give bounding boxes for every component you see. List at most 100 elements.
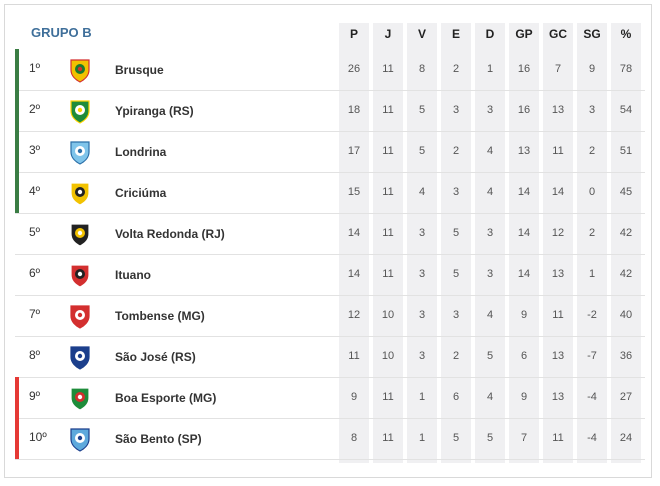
column-band-2	[407, 23, 437, 463]
zone-indicator	[15, 49, 19, 90]
stat-j: 11	[382, 391, 394, 403]
column-header-d[interactable]: D	[485, 27, 495, 41]
zone-indicator	[15, 131, 19, 172]
team-name[interactable]: São José (RS)	[115, 350, 196, 364]
stat-gc: 11	[552, 432, 564, 444]
stat-pct: 27	[619, 391, 633, 403]
column-header-gp[interactable]: GP	[515, 27, 533, 41]
team-name[interactable]: Volta Redonda (RJ)	[115, 227, 225, 241]
stat-j: 10	[381, 350, 395, 362]
stat-d: 5	[486, 350, 494, 362]
stat-p: 18	[347, 104, 361, 116]
position: 9º	[29, 389, 41, 403]
table-row[interactable]: 5º Volta Redonda (RJ) 14 11 3 5 3 14 12 2 42	[15, 213, 645, 255]
stat-v: 3	[418, 350, 426, 362]
stat-j: 11	[382, 268, 394, 280]
table-row[interactable]: 7º Tombense (MG) 12 10 3 3 4 9 11 -2 40	[15, 295, 645, 337]
table-row[interactable]: 6º Ituano 14 11 3 5 3 14 13 1 42	[15, 254, 645, 296]
stat-d: 3	[486, 227, 494, 239]
team-name[interactable]: Brusque	[115, 63, 164, 77]
sao-jose-logo-icon	[67, 344, 93, 370]
group-title: GRUPO B	[31, 25, 92, 40]
position: 6º	[29, 266, 41, 280]
column-header-gc[interactable]: GC	[549, 27, 567, 41]
team-name[interactable]: Boa Esporte (MG)	[115, 391, 217, 405]
table-row[interactable]: 10º São Bento (SP) 8 11 1 5 5 7 11 -4 24	[15, 418, 645, 460]
stat-v: 8	[418, 63, 426, 75]
stat-gc: 11	[552, 145, 564, 157]
column-band-0	[339, 23, 369, 463]
stat-e: 6	[452, 391, 460, 403]
stat-pct: 24	[619, 432, 633, 444]
table-row[interactable]: 2º Ypiranga (RS) 18 11 5 3 3 16 13 3 54	[15, 90, 645, 132]
column-header-pct[interactable]: %	[620, 27, 632, 41]
criciuma-logo-icon	[67, 180, 93, 206]
team-name[interactable]: Ituano	[115, 268, 151, 282]
stat-pct: 40	[619, 309, 633, 321]
team-name[interactable]: Ypiranga (RS)	[115, 104, 194, 118]
stat-gp: 7	[520, 432, 528, 444]
team-name[interactable]: São Bento (SP)	[115, 432, 202, 446]
stat-sg: -2	[587, 309, 597, 321]
stat-gp: 14	[517, 186, 531, 198]
stat-gc: 13	[551, 104, 565, 116]
position: 7º	[29, 307, 41, 321]
table-row[interactable]: 9º Boa Esporte (MG) 9 11 1 6 4 9 13 -4 27	[15, 377, 645, 419]
stat-v: 1	[418, 432, 426, 444]
ypiranga-logo-icon	[67, 98, 93, 124]
stat-e: 2	[452, 145, 460, 157]
stat-d: 3	[486, 104, 494, 116]
stat-d: 1	[486, 63, 494, 75]
stat-v: 5	[418, 104, 426, 116]
stat-e: 3	[452, 186, 460, 198]
brusque-logo-icon	[67, 57, 93, 83]
stat-pct: 42	[619, 268, 633, 280]
stat-pct: 78	[619, 63, 633, 75]
stat-e: 5	[452, 268, 460, 280]
column-header-e[interactable]: E	[451, 27, 460, 41]
table-row[interactable]: 4º Criciúma 15 11 4 3 4 14 14 0 45	[15, 172, 645, 214]
stat-j: 11	[382, 227, 394, 239]
londrina-logo-icon	[67, 139, 93, 165]
stat-j: 11	[382, 432, 394, 444]
table-row[interactable]: 8º São José (RS) 11 10 3 2 5 6 13 -7 36	[15, 336, 645, 378]
stat-gc: 14	[551, 186, 565, 198]
stat-pct: 54	[619, 104, 633, 116]
stat-d: 4	[486, 309, 494, 321]
stat-p: 9	[350, 391, 358, 403]
stat-d: 5	[486, 432, 494, 444]
team-name[interactable]: Londrina	[115, 145, 167, 159]
stat-p: 26	[347, 63, 361, 75]
stat-p: 15	[347, 186, 361, 198]
stat-pct: 45	[619, 186, 633, 198]
column-header-sg[interactable]: SG	[583, 27, 601, 41]
stat-gp: 9	[520, 391, 528, 403]
stat-gp: 9	[520, 309, 528, 321]
stat-e: 2	[452, 350, 460, 362]
stat-gp: 14	[517, 268, 531, 280]
table-row[interactable]: 3º Londrina 17 11 5 2 4 13 11 2 51	[15, 131, 645, 173]
stat-gc: 13	[551, 391, 565, 403]
stat-sg: -4	[587, 391, 597, 403]
stat-v: 3	[418, 309, 426, 321]
boa-esporte-logo-icon	[67, 385, 93, 411]
stat-e: 5	[452, 432, 460, 444]
stat-sg: -7	[587, 350, 597, 362]
stat-gp: 13	[517, 145, 531, 157]
stat-j: 10	[381, 309, 395, 321]
team-name[interactable]: Criciúma	[115, 186, 167, 200]
column-band-6	[543, 23, 573, 463]
column-header-p[interactable]: P	[349, 27, 358, 41]
team-name[interactable]: Tombense (MG)	[115, 309, 205, 323]
stat-p: 8	[350, 432, 358, 444]
table-row[interactable]: 1º Brusque 26 11 8 2 1 16 7 9 78	[15, 49, 645, 91]
column-header-j[interactable]: J	[384, 27, 392, 41]
stat-j: 11	[382, 186, 394, 198]
standings-table: GRUPO B P J V E D GP GC SG% 1º Brusque 26 11 8 2 1 16…	[4, 4, 652, 478]
stat-v: 1	[418, 391, 426, 403]
column-header-v[interactable]: V	[417, 27, 426, 41]
position: 8º	[29, 348, 41, 362]
stat-gp: 16	[517, 63, 531, 75]
position: 10º	[29, 430, 47, 444]
stat-gp: 16	[517, 104, 531, 116]
